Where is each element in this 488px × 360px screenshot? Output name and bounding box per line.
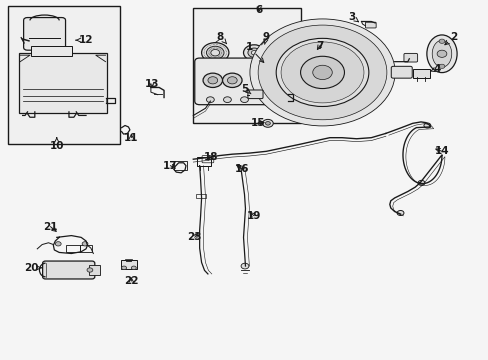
Circle shape — [241, 263, 248, 269]
Circle shape — [227, 77, 237, 84]
Circle shape — [206, 97, 214, 103]
Text: 18: 18 — [203, 152, 218, 162]
Circle shape — [240, 97, 248, 103]
Circle shape — [203, 73, 222, 87]
Circle shape — [396, 211, 403, 216]
Circle shape — [223, 97, 231, 103]
Circle shape — [438, 64, 444, 68]
FancyBboxPatch shape — [412, 69, 429, 78]
FancyBboxPatch shape — [365, 22, 375, 28]
Circle shape — [423, 123, 430, 128]
Text: 22: 22 — [124, 276, 138, 286]
Text: 3: 3 — [347, 12, 358, 22]
Text: 16: 16 — [234, 164, 249, 174]
FancyBboxPatch shape — [31, 45, 72, 56]
Text: 12: 12 — [76, 35, 93, 45]
Ellipse shape — [426, 35, 456, 73]
Circle shape — [131, 266, 136, 270]
Circle shape — [210, 49, 219, 56]
Circle shape — [281, 42, 363, 103]
Text: 15: 15 — [250, 118, 265, 128]
Text: 17: 17 — [163, 161, 177, 171]
Text: 2: 2 — [444, 32, 457, 45]
Text: 10: 10 — [49, 138, 64, 151]
Circle shape — [438, 39, 444, 43]
Text: 19: 19 — [246, 211, 261, 221]
Circle shape — [122, 266, 126, 270]
Bar — [195, 194, 206, 198]
Text: 14: 14 — [434, 146, 448, 156]
Bar — [8, 6, 120, 144]
Text: 8: 8 — [216, 32, 226, 44]
FancyBboxPatch shape — [23, 18, 65, 50]
FancyBboxPatch shape — [121, 260, 137, 269]
Circle shape — [222, 73, 242, 87]
FancyBboxPatch shape — [89, 265, 100, 275]
Text: 4: 4 — [429, 64, 440, 74]
Circle shape — [82, 242, 88, 246]
Text: 21: 21 — [43, 222, 58, 231]
Circle shape — [283, 53, 293, 60]
FancyBboxPatch shape — [247, 90, 263, 99]
Text: 23: 23 — [187, 232, 202, 242]
FancyBboxPatch shape — [390, 66, 411, 78]
Circle shape — [258, 25, 386, 120]
Text: 13: 13 — [144, 79, 159, 89]
Text: 9: 9 — [263, 32, 269, 44]
Circle shape — [87, 268, 93, 272]
Text: 7: 7 — [316, 41, 323, 50]
Circle shape — [262, 120, 273, 127]
Circle shape — [300, 56, 344, 89]
Circle shape — [417, 180, 424, 185]
Circle shape — [247, 48, 260, 57]
Circle shape — [276, 39, 368, 107]
Circle shape — [312, 65, 331, 80]
Circle shape — [436, 50, 446, 57]
Text: 11: 11 — [124, 133, 138, 143]
Circle shape — [250, 19, 394, 126]
Ellipse shape — [431, 40, 451, 67]
Circle shape — [207, 77, 217, 84]
FancyBboxPatch shape — [19, 53, 107, 113]
Circle shape — [251, 50, 257, 55]
Circle shape — [201, 42, 228, 63]
Text: 6: 6 — [255, 5, 262, 15]
Bar — [193, 8, 300, 123]
FancyBboxPatch shape — [194, 58, 294, 105]
Text: 5: 5 — [241, 84, 250, 94]
Circle shape — [243, 45, 264, 60]
FancyBboxPatch shape — [42, 261, 95, 279]
FancyBboxPatch shape — [403, 53, 417, 62]
Circle shape — [206, 46, 224, 59]
Circle shape — [265, 122, 270, 125]
Circle shape — [55, 242, 61, 246]
Circle shape — [279, 50, 297, 63]
Text: 20: 20 — [23, 263, 41, 273]
Text: 1: 1 — [245, 42, 263, 62]
